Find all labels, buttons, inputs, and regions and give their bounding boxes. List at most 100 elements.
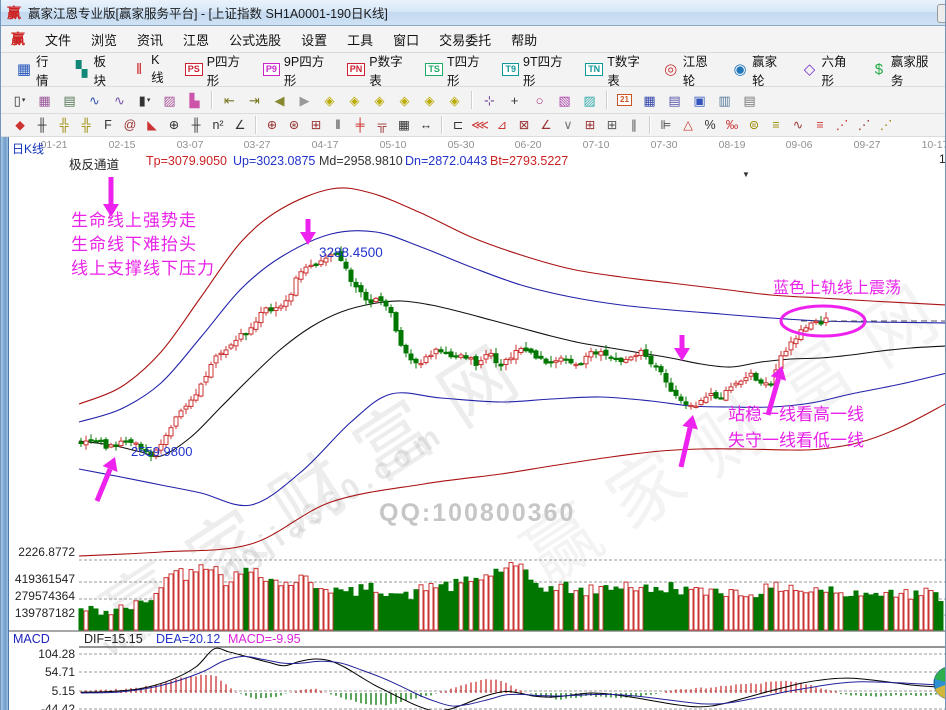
title-bar[interactable]: 赢 赢家江恩专业版[赢家服务平台] - [上证指数 SH1A0001-190日K… (1, 0, 945, 26)
tool-first-page[interactable]: ⇤ (217, 90, 242, 111)
tool-parallel-lines[interactable]: ∥ (623, 116, 645, 134)
tool-spiral-tool[interactable]: @ (119, 116, 141, 134)
menu-item-formula-stock-pick[interactable]: 公式选股 (229, 32, 282, 48)
tool-spider-web[interactable]: ⊞ (305, 116, 327, 134)
tool-zoom-left-diamond[interactable]: ◈ (317, 90, 342, 111)
tool-tick-ruler[interactable]: ╫ (185, 116, 207, 134)
tool-percent-tool[interactable]: % (699, 116, 721, 134)
tool-k-mark[interactable]: ‖ (327, 116, 349, 134)
tool-notes[interactable]: ▤ (662, 90, 687, 111)
tool-time-ruler[interactable]: ╫ (31, 116, 53, 134)
tool-next-bar[interactable]: ▶ (292, 90, 317, 111)
tool-shen-ruler[interactable]: ╪ (349, 116, 371, 134)
tool-export[interactable]: ▥ (712, 90, 737, 111)
tool-f-angle-line[interactable]: ⋰ (853, 116, 875, 134)
menu-item-trade-entrust[interactable]: 交易委托 (439, 32, 492, 48)
toolbar-button-winner-wheel[interactable]: ◉ 赢家轮 (725, 48, 794, 92)
tool-grid-view[interactable]: ▦ (32, 90, 57, 111)
tool-n2-tool[interactable]: n² (207, 116, 229, 134)
tool-gold-section-line[interactable]: ≡ (765, 116, 787, 134)
toolbar-button-p-digit-table[interactable]: PN P数字表 (340, 48, 419, 92)
menu-item-help[interactable]: 帮助 (511, 32, 538, 48)
tool-zoom-right-diamond[interactable]: ◈ (342, 90, 367, 111)
indicator-name[interactable]: 极反通道 (69, 158, 120, 172)
tool-star-web[interactable]: ⊛ (283, 116, 305, 134)
tool-angle-tool[interactable]: ∠ (229, 116, 251, 134)
tool-price-grid[interactable]: ⊞ (579, 116, 601, 134)
winner-wheel-icon: ◉ (733, 61, 747, 78)
toolbar-button-sectors[interactable]: ▚ 板块 (67, 48, 125, 92)
tool-cycle-circle[interactable]: ⊕ (163, 116, 185, 134)
window-button-partial[interactable] (937, 4, 945, 23)
tool-box-grid-fan[interactable]: ⊠ (513, 116, 535, 134)
tool-trend-angle[interactable]: ∠ (535, 116, 557, 134)
tool-gann-circle[interactable]: ⊕ (261, 116, 283, 134)
tool-percent-triangle[interactable]: △ (677, 116, 699, 134)
toolbar-button-gann-wheel[interactable]: ◎ 江恩轮 (656, 48, 725, 92)
toolbar-button-p-square[interactable]: PS P四方形 (178, 48, 256, 92)
macd-dif-value: DIF=15.15 (84, 632, 143, 646)
toolbar-button-t-square[interactable]: TS T四方形 (418, 48, 495, 92)
tool-brush-tool[interactable]: ◆ (9, 116, 31, 134)
tool-percent-line[interactable]: ‰ (721, 116, 743, 134)
tool-price-grid-2[interactable]: ⊞ (601, 116, 623, 134)
tool-select-tool[interactable]: ○ (527, 90, 552, 111)
tool-pattern-tool[interactable]: ▨ (157, 90, 182, 111)
tool-hand-tool[interactable]: ⊹ (477, 90, 502, 111)
tool-level-steps[interactable]: ⊫ (655, 116, 677, 134)
tool-zoom-h-diamond[interactable]: ◈ (367, 90, 392, 111)
tool-box-fan[interactable]: ⊿ (491, 116, 513, 134)
tool-zoom-out-diamond[interactable]: ◈ (417, 90, 442, 111)
chevron-down-icon[interactable]: ▼ (742, 170, 750, 179)
tool-gold-angle-line[interactable]: ⋰ (875, 116, 897, 134)
menu-item-tools[interactable]: 工具 (347, 32, 374, 48)
tool-mark-tool[interactable]: ▧ (552, 90, 577, 111)
toolbar-button-9t-square[interactable]: T9 9T四方形 (495, 48, 578, 92)
tool-calendar-21[interactable]: 21 (612, 90, 637, 111)
tool-gold-line-2[interactable]: ≡ (809, 116, 831, 134)
macd-label[interactable]: MACD (13, 632, 50, 646)
tool-box-measure[interactable]: ⊏ (447, 116, 469, 134)
tool-zoom-all-diamond[interactable]: ◈ (442, 90, 467, 111)
tool-calculator[interactable]: ▦ (637, 90, 662, 111)
tool-ying-ruler[interactable]: ╦ (371, 116, 393, 134)
tool-pen-tool[interactable]: ◣ (141, 116, 163, 134)
tool-prev-bar[interactable]: ◀ (267, 90, 292, 111)
menu-item-news[interactable]: 资讯 (137, 32, 164, 48)
tool-crosshair-tool[interactable]: + (502, 90, 527, 111)
tool-last-page[interactable]: ⇥ (242, 90, 267, 111)
tool-gold-ruler-1[interactable]: ╬ (53, 116, 75, 134)
menu-item-settings[interactable]: 设置 (301, 32, 328, 48)
tool-ma-line-9[interactable]: ∿ (107, 90, 132, 111)
price-chart-canvas[interactable] (1, 137, 945, 710)
tool-j-angle-line[interactable]: ⋰ (831, 116, 853, 134)
tool-grid-123[interactable]: ▦ (393, 116, 415, 134)
tool-zigzag-tool[interactable]: ∨ (557, 116, 579, 134)
left-splitter-strip[interactable] (1, 137, 9, 710)
menu-item-window[interactable]: 窗口 (393, 32, 420, 48)
tool-info-list[interactable]: ▤ (57, 90, 82, 111)
toolbar-button-quotes[interactable]: ▦ 行情 (9, 48, 67, 92)
tool-h-measure[interactable]: ↔ (415, 116, 437, 134)
tool-ma-line-3[interactable]: ∿ (82, 90, 107, 111)
tool-zoom-v-diamond[interactable]: ◈ (392, 90, 417, 111)
tool-save[interactable]: ▣ (687, 90, 712, 111)
toolbar-button-kline[interactable]: ‖ K线 (124, 50, 178, 89)
tool-print[interactable]: ▤ (737, 90, 762, 111)
tool-period-selector[interactable]: ▯ ▾ (7, 90, 32, 111)
tool-f-ruler[interactable]: F (97, 116, 119, 134)
tool-wave-tool[interactable]: ∿ (787, 116, 809, 134)
toolbar-button-hexagon[interactable]: ◇ 六角形 (794, 48, 863, 92)
tool-gold-ruler-2[interactable]: ╬ (75, 116, 97, 134)
toolbar-button-9p-square[interactable]: P9 9P四方形 (256, 48, 340, 92)
menu-item-file[interactable]: 文件 (45, 32, 72, 48)
tool-region-tool[interactable]: ▨ (577, 90, 602, 111)
tool-fan-lines[interactable]: ⋘ (469, 116, 491, 134)
menu-item-gann[interactable]: 江恩 (183, 32, 210, 48)
tool-gold-section-circle[interactable]: ⊜ (743, 116, 765, 134)
menu-item-browse[interactable]: 浏览 (91, 32, 118, 48)
tool-candle-style[interactable]: ▮ ▾ (132, 90, 157, 111)
toolbar-button-t-digit-table[interactable]: TN T数字表 (578, 48, 656, 92)
toolbar-button-winner-service[interactable]: $ 赢家服务 (864, 48, 945, 92)
tool-color-chart[interactable]: ▙ (182, 90, 207, 111)
